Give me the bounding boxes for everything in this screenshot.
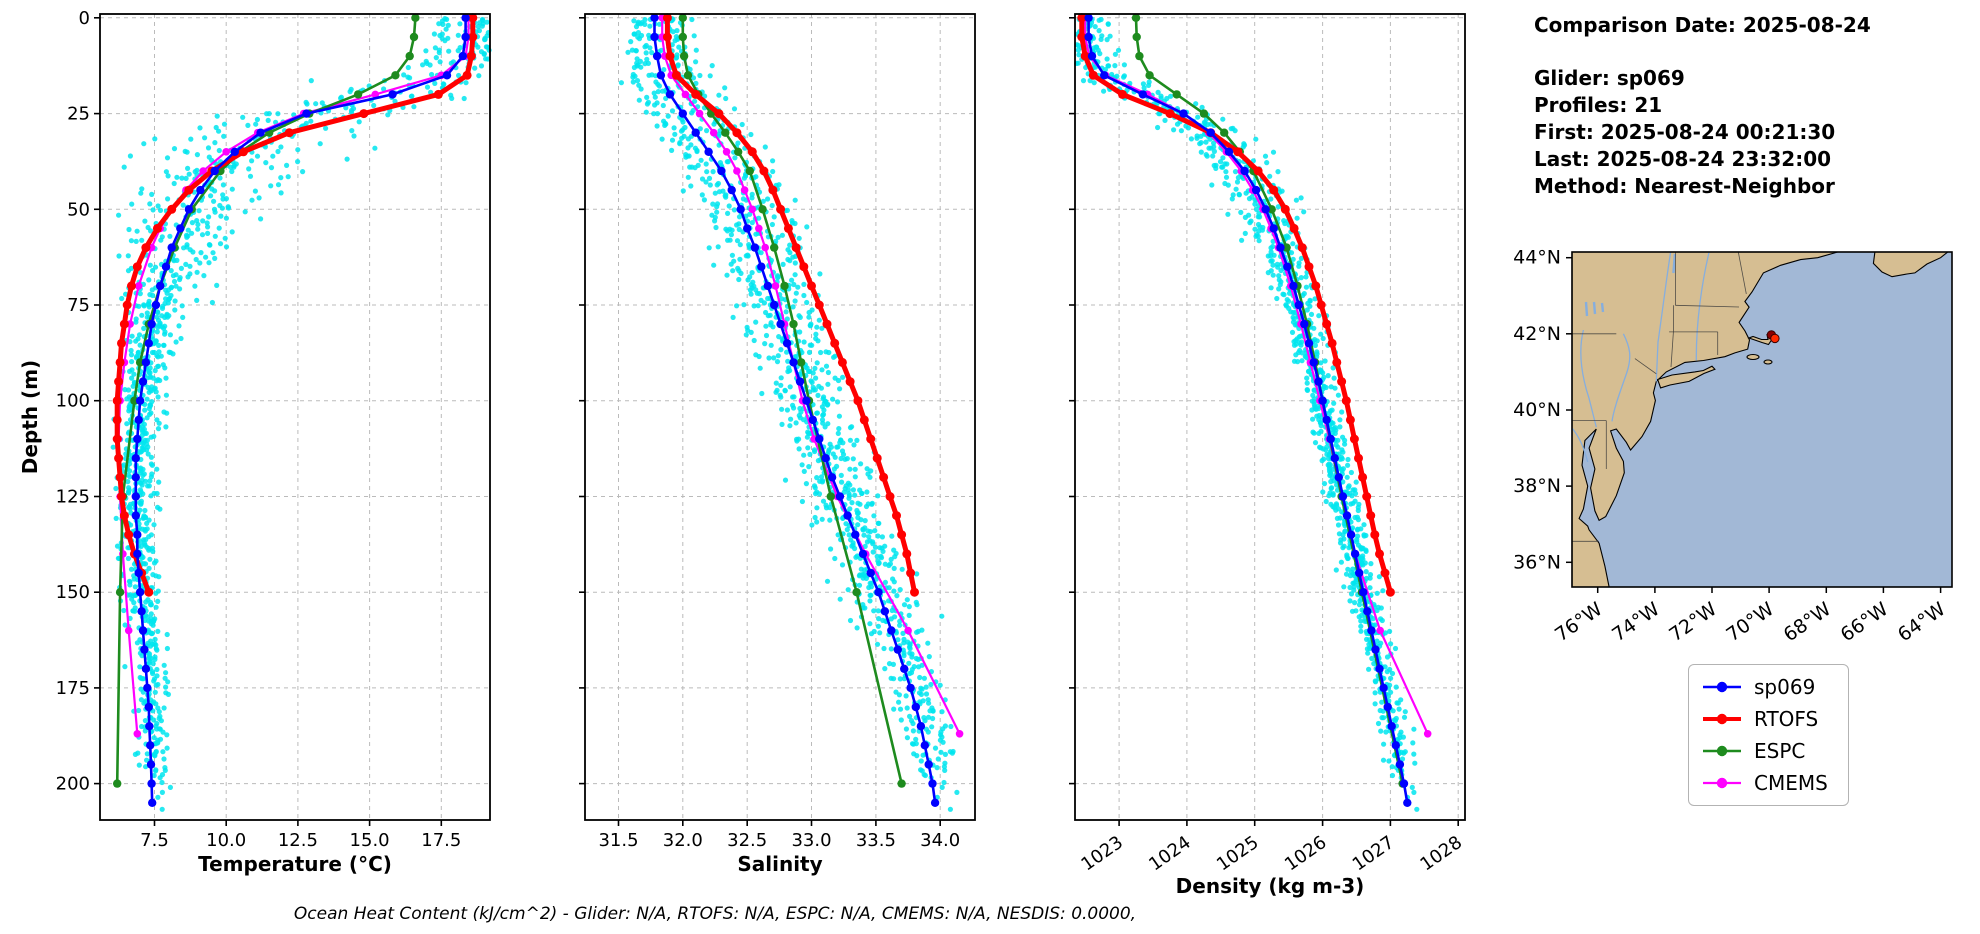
info-panel: Comparison Date: 2025-08-24 Glider: sp06… [1534,12,1871,200]
glider-scatter-points [1074,16,1420,812]
svg-text:200: 200 [56,774,90,795]
svg-text:15.0: 15.0 [350,830,390,851]
series-rtofs [662,13,919,597]
info-glider: Glider: sp069 [1534,66,1685,90]
legend-marker-rtofs-icon [1703,713,1741,725]
svg-text:33.0: 33.0 [791,830,831,851]
legend-marker-cmems-icon [1703,777,1741,789]
legend-label: ESPC [1754,739,1806,763]
legend: sp069 RTOFS ESPC CMEMS [1688,664,1849,806]
legend-item-cmems: CMEMS [1701,771,1828,795]
svg-text:150: 150 [56,582,90,603]
svg-text:31.5: 31.5 [598,830,638,851]
svg-text:12.5: 12.5 [278,830,318,851]
svg-text:1026: 1026 [1281,832,1331,875]
legend-item-espc: ESPC [1701,739,1828,763]
svg-text:0: 0 [79,8,90,29]
density-axis-label: Density (kg m-3) [1175,874,1365,898]
location-map: 44°N42°N40°N38°N36°N76°W 74°W 72°W 70°W 68°W… [1513,247,1953,646]
legend-label: CMEMS [1754,771,1828,795]
svg-text:175: 175 [56,678,90,699]
svg-text:1024: 1024 [1145,832,1195,875]
map-land-long-island [1656,365,1716,389]
svg-text:40°N: 40°N [1513,399,1561,421]
tick-labels: 7.5 10.0 12.5 15.0 17.5 0 25 50 75 100 125 150 175 20… [56,8,462,851]
tick-marks [1069,16,1459,826]
tick-marks [94,16,443,826]
series-sp069 [131,13,470,807]
series-rtofs [1077,13,1395,597]
svg-text:10.0: 10.0 [206,830,246,851]
tick-labels: 31.5 32.0 32.5 33.0 33.5 34.0 [598,830,960,851]
glider-scatter-points [618,16,960,812]
grid-lines [585,14,975,820]
svg-text:1023: 1023 [1077,832,1127,875]
ocean-heat-content-caption: Ocean Heat Content (kJ/cm^2) - Glider: N… [293,904,1137,924]
map-state-borders [1572,251,1747,542]
svg-text:1025: 1025 [1213,832,1263,875]
grid-lines [1075,14,1465,820]
glider-scatter-points [110,16,492,812]
map-island-marthas-vineyard [1746,353,1760,361]
legend-item-rtofs: RTOFS [1701,707,1828,731]
legend-label: RTOFS [1754,707,1819,731]
map-rivers [1571,251,1710,463]
series-sp069 [650,13,940,807]
svg-text:1028: 1028 [1416,832,1466,875]
info-profiles: Profiles: 21 [1534,93,1663,117]
svg-text:34.0: 34.0 [920,830,960,851]
depth-axis-label: Depth (m) [18,359,42,475]
temperature-axis-label: Temperature (°C) [198,852,392,876]
temperature-panel: 7.5 10.0 12.5 15.0 17.5 0 25 50 75 100 125 150 175 20… [56,8,492,851]
tick-marks [579,16,942,826]
glider-location-marker [1766,330,1780,344]
legend-marker-sp069-icon [1703,681,1741,693]
axes-frame [99,13,491,821]
map-island-nantucket [1763,359,1773,365]
salinity-panel: 31.5 32.0 32.5 33.0 33.5 34.0 [579,13,976,851]
tick-labels: 1023 1024 1025 1026 1027 1028 [1077,832,1466,875]
series-sp069 [1084,13,1412,807]
svg-text:33.5: 33.5 [856,830,896,851]
map-land-nova-scotia [1872,251,1950,278]
comparison-date: Comparison Date: 2025-08-24 [1534,13,1871,37]
info-first-time: First: 2025-08-24 00:21:30 [1534,120,1836,144]
svg-text:17.5: 17.5 [421,830,461,851]
legend-item-sp069: sp069 [1701,675,1828,699]
density-panel: 1023 1024 1025 1026 1027 1028 [1069,13,1466,875]
info-last-time: Last: 2025-08-24 23:32:00 [1534,147,1832,171]
axes-frame [584,13,976,821]
svg-text:38°N: 38°N [1513,475,1561,497]
map-tick-marks [1566,256,1942,593]
svg-text:100: 100 [56,391,90,412]
legend-label: sp069 [1754,675,1816,699]
map-land-mainland [1571,251,1838,588]
legend-marker-espc-icon [1703,745,1741,757]
axes-frame [1074,13,1466,821]
svg-text:36°N: 36°N [1513,551,1561,573]
svg-text:125: 125 [56,487,90,508]
svg-text:32.0: 32.0 [663,830,703,851]
svg-text:75: 75 [67,295,90,316]
svg-text:32.5: 32.5 [727,830,767,851]
series-rtofs [112,13,478,597]
info-method: Method: Nearest-Neighbor [1534,174,1835,198]
series-cmems [1081,13,1432,738]
svg-text:7.5: 7.5 [140,830,169,851]
svg-text:50: 50 [67,199,90,220]
svg-text:1027: 1027 [1349,832,1399,875]
svg-text:25: 25 [67,104,90,125]
grid-lines [100,14,490,820]
svg-text:44°N: 44°N [1513,247,1561,269]
svg-text:42°N: 42°N [1513,323,1561,345]
salinity-axis-label: Salinity [737,852,823,876]
